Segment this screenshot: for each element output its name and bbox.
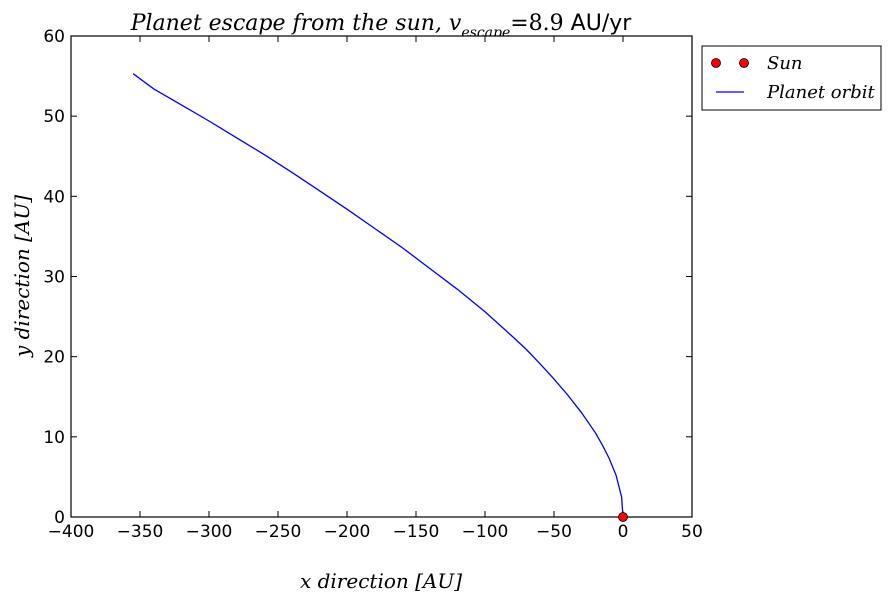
legend-orbit-label: Planet orbit xyxy=(766,82,876,103)
plot-area xyxy=(70,35,693,518)
y-tick-label-0: 0 xyxy=(54,508,65,528)
chart-title-equals: =8.9 xyxy=(510,11,563,36)
planet-orbit-line xyxy=(132,73,624,518)
series-layer xyxy=(132,73,628,522)
x-tick-label-0: −400 xyxy=(48,522,95,542)
sun-marker-0 xyxy=(618,512,628,522)
x-tick-label-3: −250 xyxy=(255,522,302,542)
y-axis-label: y direction [AU] xyxy=(10,195,34,358)
x-tick-label-9: 50 xyxy=(681,522,703,542)
y-tick-label-2: 20 xyxy=(43,348,65,368)
chart-title-main: Planet escape from the sun, xyxy=(130,11,449,36)
x-tick-label-7: −50 xyxy=(536,522,572,542)
x-tick-label-1: −350 xyxy=(117,522,164,542)
legend-sun-label: Sun xyxy=(767,53,803,74)
chart-title: Planet escape from the sun, vescape=8.9 … xyxy=(130,11,633,41)
x-axis-label: x direction [AU] xyxy=(300,569,462,593)
axis-tick-labels: −400 −350 −300 −250 −200 −150 −100 −50 0 50 0 10 20 3… xyxy=(43,27,702,542)
legend-sun-marker-1 xyxy=(711,58,721,68)
chart-title-v: v xyxy=(449,11,462,36)
legend-sun-marker-2 xyxy=(739,58,749,68)
x-tick-label-6: −100 xyxy=(462,522,509,542)
x-tick-label-4: −200 xyxy=(324,522,371,542)
legend-box xyxy=(701,45,882,111)
y-tick-label-1: 10 xyxy=(43,428,65,448)
axis-ticks xyxy=(70,35,693,518)
legend: Sun Planet orbit xyxy=(701,45,882,111)
x-tick-label-8: 0 xyxy=(618,522,629,542)
chart-title-unit: AU/yr xyxy=(564,11,633,36)
x-tick-label-5: −150 xyxy=(393,522,440,542)
y-tick-label-3: 30 xyxy=(43,268,65,288)
y-tick-label-6: 60 xyxy=(43,27,65,47)
x-tick-label-2: −300 xyxy=(186,522,233,542)
y-tick-label-4: 40 xyxy=(43,187,65,207)
y-tick-label-5: 50 xyxy=(43,107,65,127)
